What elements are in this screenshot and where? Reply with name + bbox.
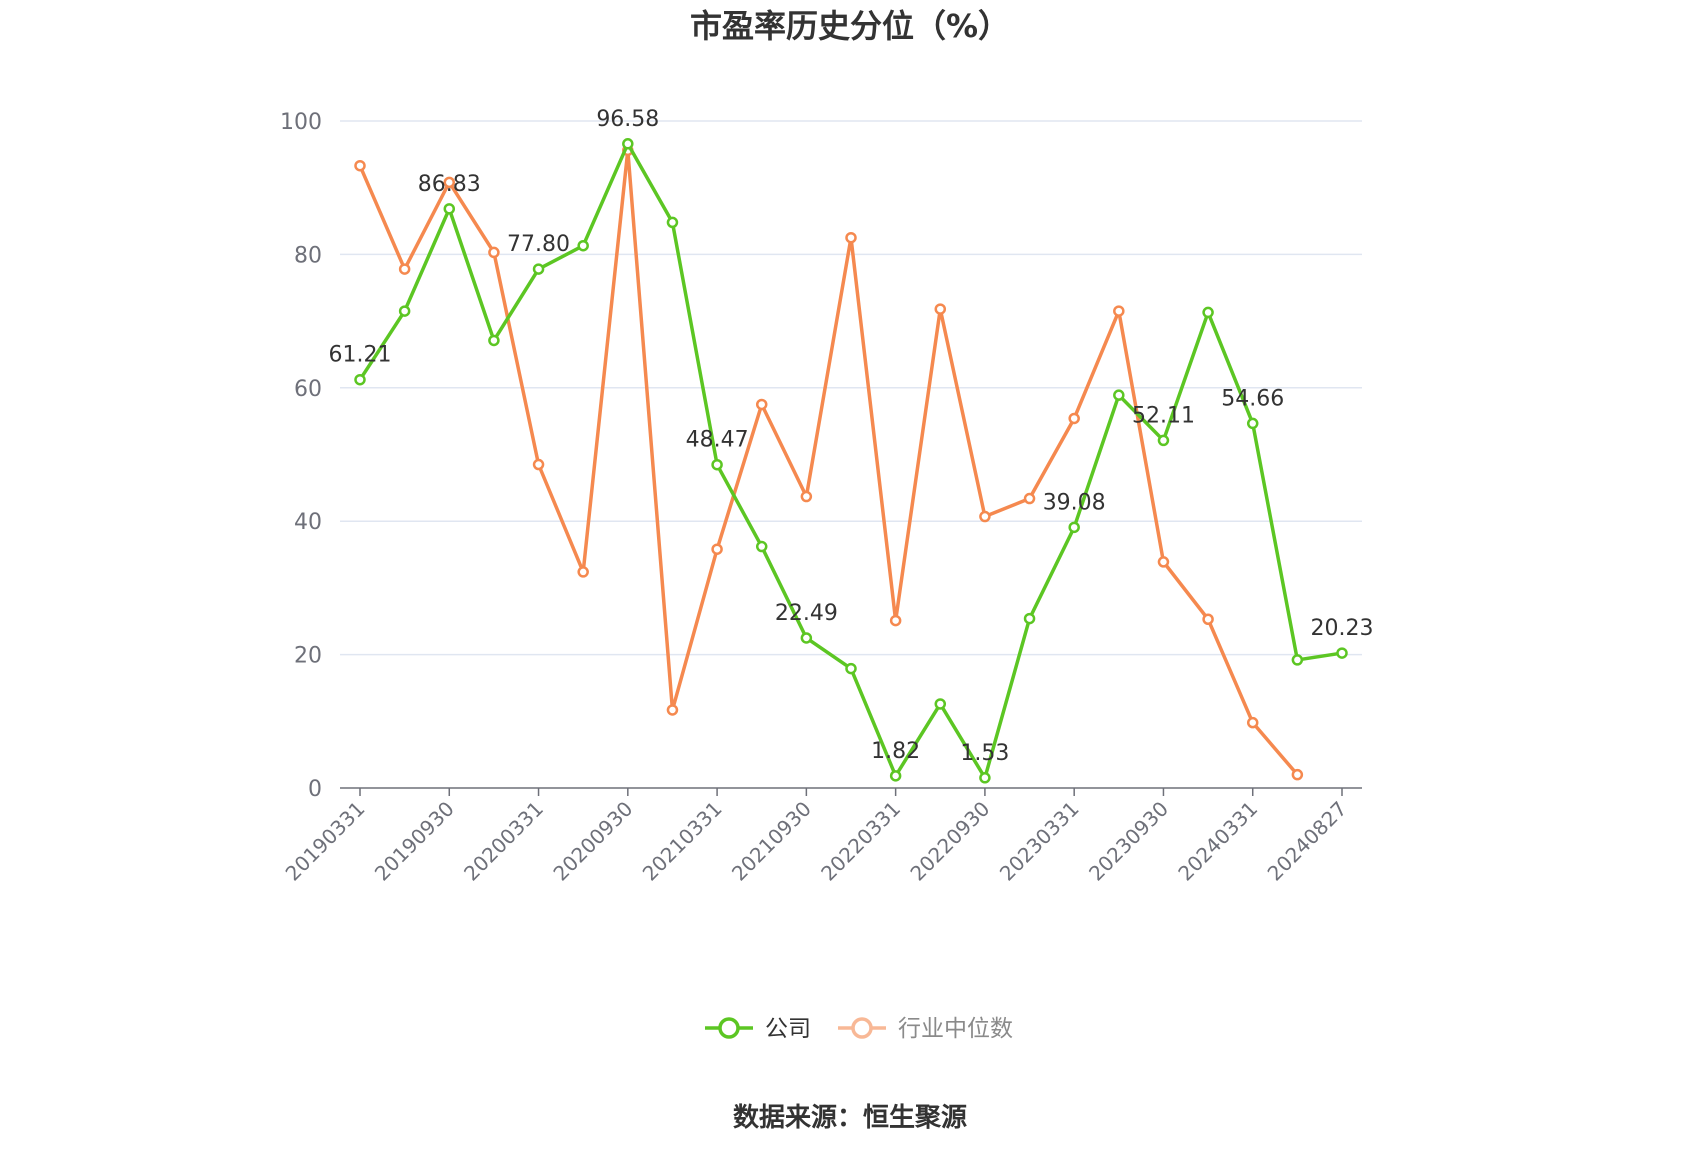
data-point[interactable] [443, 203, 456, 215]
data-point[interactable] [934, 303, 947, 315]
data-label: 20.23 [1311, 616, 1374, 641]
chart-title: 市盈率历史分位（%） [690, 7, 1010, 45]
x-tick-label: 20190331 [281, 797, 370, 886]
series-line-1 [358, 148, 1299, 776]
data-point[interactable] [755, 398, 768, 411]
data-source: 数据来源：恒生聚源 [733, 1103, 967, 1133]
data-point[interactable] [577, 566, 589, 578]
legend[interactable]: 公司 行业中位数 [705, 1016, 1013, 1042]
x-tick-label: 20210331 [638, 797, 727, 886]
data-point[interactable] [1291, 654, 1304, 666]
data-point[interactable] [354, 159, 366, 172]
data-point[interactable] [1336, 647, 1348, 659]
series-layer [354, 138, 1348, 784]
x-tick-label: 20200331 [459, 797, 548, 886]
x-tick-label: 20240827 [1263, 797, 1352, 886]
data-label: 52.11 [1132, 403, 1195, 428]
y-tick-label: 60 [294, 377, 322, 402]
data-point[interactable] [711, 458, 723, 471]
data-point[interactable] [1246, 417, 1259, 430]
legend-label: 行业中位数 [898, 1016, 1013, 1042]
data-point[interactable] [845, 662, 857, 675]
grid-layer [340, 120, 1362, 656]
data-point[interactable] [577, 239, 589, 252]
data-point[interactable] [1157, 556, 1170, 568]
x-tick-label: 20220331 [816, 797, 905, 886]
data-point[interactable] [1202, 306, 1214, 319]
label-layer: 61.21 86.83 77.80 96.58 48.47 22.49 1.82 1.53 39… [329, 107, 1374, 766]
data-point[interactable] [979, 772, 991, 784]
y-tick-label: 40 [294, 510, 322, 535]
data-point[interactable] [398, 263, 411, 275]
legend-item-0[interactable]: 公司 [705, 1016, 811, 1042]
data-label: 1.53 [960, 741, 1009, 766]
data-point[interactable] [622, 138, 634, 150]
data-label: 86.83 [418, 172, 481, 197]
data-label: 61.21 [329, 343, 392, 368]
x-tick-label: 20190930 [370, 797, 459, 886]
data-label: 1.82 [871, 739, 920, 764]
data-point[interactable] [889, 770, 902, 782]
data-point[interactable] [488, 246, 500, 259]
data-point[interactable] [979, 510, 991, 523]
data-point[interactable] [666, 704, 679, 716]
data-point[interactable] [1068, 412, 1080, 425]
data-point[interactable] [1068, 521, 1080, 534]
x-tick-label: 20210930 [727, 797, 816, 886]
data-point[interactable] [1023, 612, 1036, 625]
data-point[interactable] [1157, 434, 1170, 447]
legend-marker [851, 1017, 873, 1039]
data-point[interactable] [532, 458, 545, 471]
data-point[interactable] [443, 176, 456, 189]
legend-marker [718, 1017, 740, 1039]
data-point[interactable] [488, 334, 500, 347]
x-tick-label: 20230930 [1084, 797, 1173, 886]
x-tick-label: 20240331 [1173, 797, 1262, 886]
data-label: 77.80 [507, 232, 570, 257]
data-point[interactable] [755, 540, 768, 553]
legend-item-1[interactable]: 行业中位数 [838, 1016, 1013, 1042]
x-tick-label: 20230331 [995, 797, 1084, 886]
data-point[interactable] [666, 216, 679, 229]
data-point[interactable] [1023, 492, 1036, 505]
y-tick-label: 0 [308, 777, 322, 802]
data-point[interactable] [800, 490, 813, 503]
data-point[interactable] [1113, 305, 1125, 317]
data-point[interactable] [354, 373, 366, 386]
y-tick-label: 80 [294, 243, 322, 268]
data-point[interactable] [1202, 613, 1214, 625]
y-tick-label: 20 [294, 644, 322, 669]
data-label: 54.66 [1221, 386, 1284, 411]
data-point[interactable] [711, 543, 723, 555]
y-tick-label: 100 [280, 110, 322, 135]
data-point[interactable] [889, 614, 902, 627]
data-label: 39.08 [1043, 490, 1106, 515]
data-point[interactable] [934, 698, 947, 710]
data-point[interactable] [845, 231, 857, 244]
data-label: 22.49 [775, 601, 838, 626]
data-point[interactable] [1291, 768, 1304, 781]
data-point[interactable] [532, 263, 545, 275]
data-label: 96.58 [596, 107, 659, 132]
data-point[interactable] [1246, 716, 1259, 729]
data-label: 48.47 [686, 428, 749, 453]
data-point[interactable] [1113, 389, 1125, 401]
legend-label: 公司 [765, 1016, 811, 1042]
x-tick-label: 20220930 [905, 797, 994, 886]
data-point[interactable] [800, 632, 813, 644]
data-point[interactable] [398, 305, 411, 317]
x-tick-label: 20200930 [548, 797, 637, 886]
